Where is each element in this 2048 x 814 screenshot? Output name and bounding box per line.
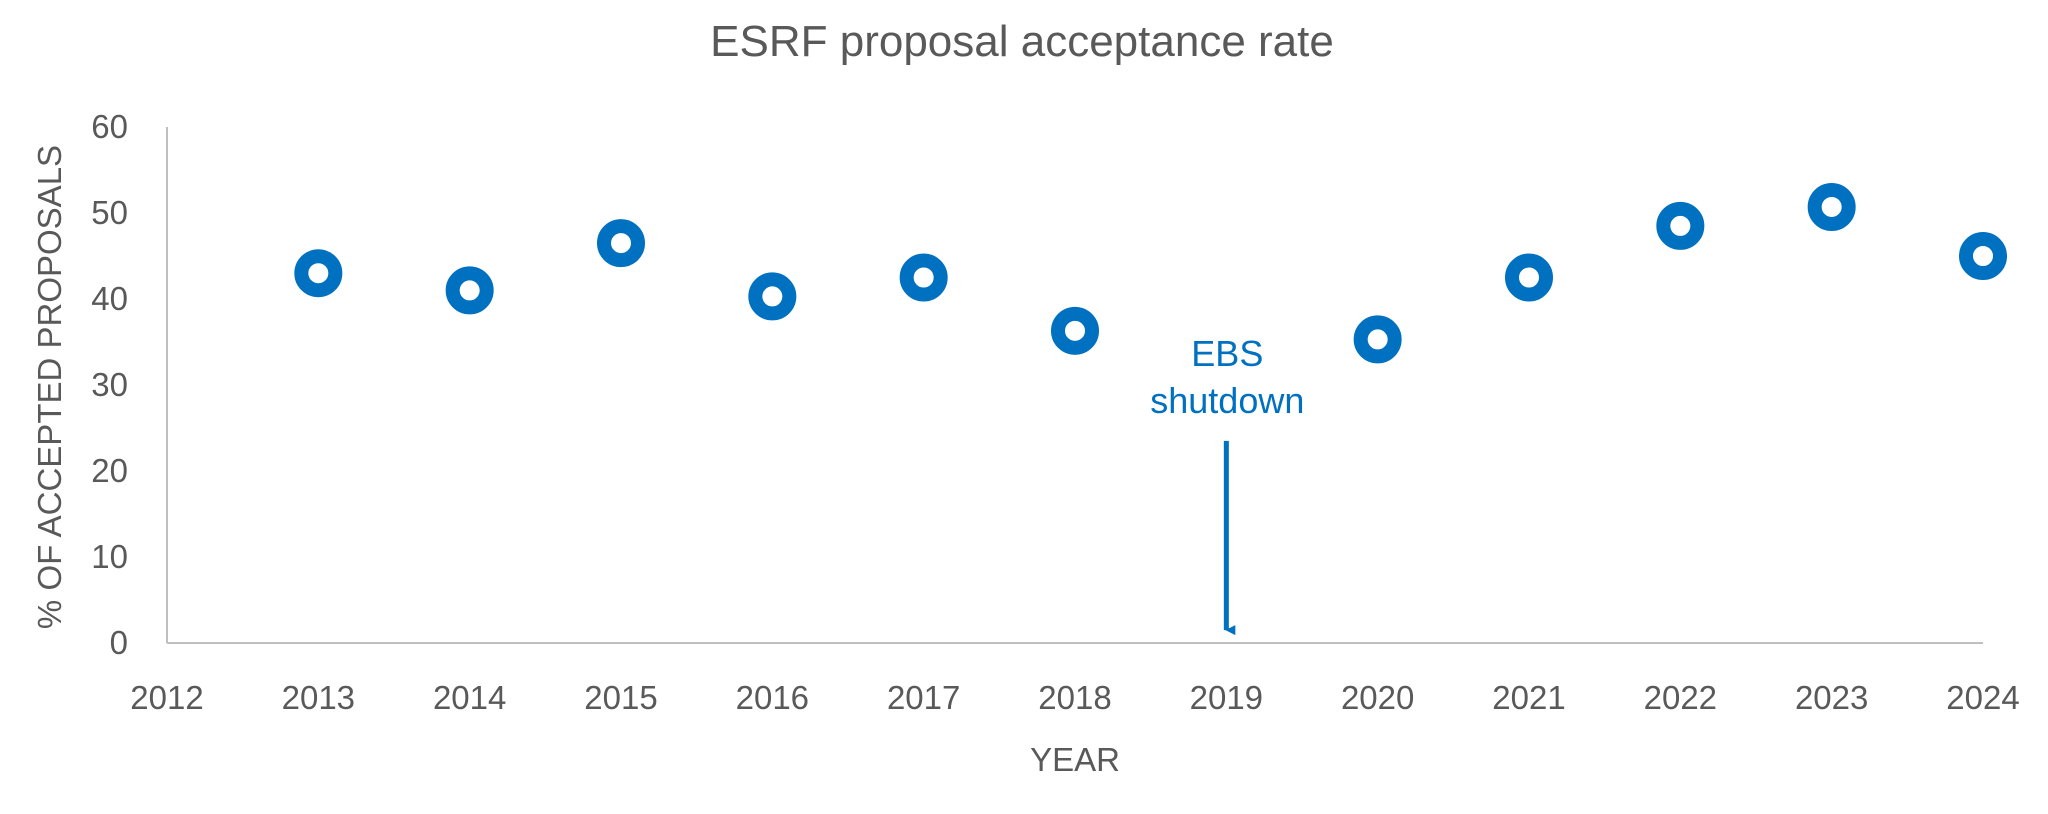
y-tick-label: 10	[91, 538, 128, 575]
x-tick-labels: 2012 2013 2014 2015 2016 2017 2018 2019 2020 2021…	[130, 679, 2019, 716]
x-tick-label: 2013	[282, 679, 355, 716]
y-axis-label: % OF ACCEPTED PROPOSALS	[31, 145, 68, 629]
data-point	[1353, 315, 1402, 364]
data-point	[748, 272, 797, 321]
data-point	[1051, 306, 1099, 355]
data-point	[445, 266, 494, 315]
y-tick-label: 0	[110, 624, 128, 661]
annotation-group: EBS shutdown	[1150, 333, 1304, 636]
x-tick-label: 2019	[1190, 679, 1263, 716]
y-tick-label: 40	[91, 280, 128, 317]
chart-title: ESRF proposal acceptance rate	[710, 17, 1334, 66]
x-tick-label: 2024	[1946, 679, 2019, 716]
data-point	[597, 219, 645, 268]
x-tick-label: 2012	[130, 679, 203, 716]
x-tick-label: 2016	[736, 679, 809, 716]
annotation-text-line: EBS	[1191, 333, 1263, 374]
annotation-text-line: shutdown	[1150, 380, 1304, 421]
data-point	[1959, 232, 2007, 280]
x-axis-label: YEAR	[1030, 741, 1120, 778]
x-tick-label: 2018	[1038, 679, 1111, 716]
y-tick-label: 50	[91, 194, 128, 231]
data-point	[294, 249, 343, 298]
x-tick-label: 2022	[1644, 679, 1717, 716]
x-tick-label: 2023	[1795, 679, 1868, 716]
data-point	[899, 253, 948, 302]
x-tick-label: 2014	[433, 679, 506, 716]
x-tick-label: 2015	[584, 679, 657, 716]
data-points	[294, 182, 2007, 364]
x-tick-label: 2021	[1492, 679, 1565, 716]
y-tick-labels: 0 10 20 30 40 50 60	[91, 108, 128, 661]
y-tick-label: 20	[91, 452, 128, 489]
y-tick-label: 60	[91, 108, 128, 145]
data-point	[1505, 253, 1553, 302]
data-point	[1656, 201, 1705, 250]
y-tick-label: 30	[91, 366, 128, 403]
x-tick-label: 2017	[887, 679, 960, 716]
x-tick-label: 2020	[1341, 679, 1414, 716]
data-point	[1807, 182, 1856, 231]
